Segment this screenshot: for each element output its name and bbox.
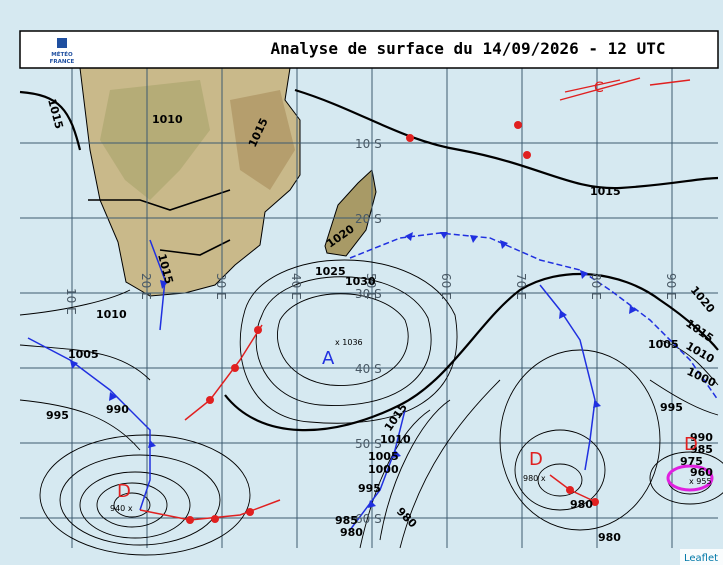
fronts bbox=[27, 77, 719, 531]
isobar-label: 1020 bbox=[688, 284, 718, 316]
header-box bbox=[19, 30, 719, 69]
isobar-label: 985 bbox=[335, 514, 358, 527]
isobar-label: 1030 bbox=[345, 275, 376, 288]
center-value: x 955 bbox=[689, 477, 712, 486]
isobar-label: 1000 bbox=[685, 365, 719, 390]
isobar-label: 1015 bbox=[382, 401, 410, 434]
isobar-label: 1005 bbox=[368, 450, 399, 463]
front-occluded bbox=[666, 464, 714, 492]
isobar-label: 1010 bbox=[152, 113, 183, 126]
lon-label: 20 E bbox=[139, 273, 153, 300]
front-label: C bbox=[594, 80, 604, 96]
logo-text: FRANCE bbox=[50, 59, 75, 65]
lon-label: 60 E bbox=[439, 273, 453, 300]
isobar-label: 990 bbox=[690, 431, 713, 444]
lon-label: 10 E bbox=[64, 288, 78, 315]
center-letter: D bbox=[529, 449, 543, 470]
lat-label: 40 S bbox=[355, 362, 382, 376]
lat-label: 10 S bbox=[355, 137, 382, 151]
isobar-label: 1005 bbox=[68, 348, 99, 361]
isobar-label: 1010 bbox=[380, 433, 411, 446]
attribution-box bbox=[680, 549, 723, 565]
center-value: x 1036 bbox=[335, 338, 363, 347]
attribution[interactable]: Leaflet bbox=[684, 553, 718, 564]
isobars bbox=[19, 88, 723, 556]
isobar-label: 980 bbox=[394, 505, 420, 531]
madagascar bbox=[324, 169, 377, 257]
relief bbox=[100, 80, 210, 200]
isobar-label: 1015 bbox=[590, 185, 621, 198]
lon-label: 70 E bbox=[514, 273, 528, 300]
isobar-label: 995 bbox=[46, 409, 69, 422]
isobar-label: 995 bbox=[358, 482, 381, 495]
isobar-label: 980 bbox=[570, 498, 593, 511]
isobar-label: 985 bbox=[690, 443, 713, 456]
lat-label: 30 S bbox=[355, 287, 382, 301]
isobar-label: 990 bbox=[106, 403, 129, 416]
lon-label: 30 E bbox=[214, 273, 228, 300]
isobar-label: 995 bbox=[660, 401, 683, 414]
logo-text: MÉTÉO bbox=[51, 50, 73, 58]
graticule bbox=[20, 68, 718, 548]
lon-label: 90 E bbox=[664, 273, 678, 300]
lon-label: 40 E bbox=[289, 273, 303, 300]
isobar-label: 1025 bbox=[315, 265, 346, 278]
center-letter: D bbox=[117, 481, 131, 502]
center-letter: A bbox=[322, 348, 335, 369]
isobar-label: 1000 bbox=[368, 463, 399, 476]
isobar-label: 1015 bbox=[45, 97, 65, 130]
center-value: 980 x bbox=[523, 474, 546, 483]
isobar-label: 1010 bbox=[96, 308, 127, 321]
title: Analyse de surface du 14/09/2026 - 12 UT… bbox=[271, 39, 666, 58]
lon-label: 50 E bbox=[364, 273, 378, 300]
isobar-label: 980 bbox=[340, 526, 363, 539]
isobar-label: 960 bbox=[690, 466, 713, 479]
isobar-label: 1005 bbox=[648, 338, 679, 351]
logo-icon bbox=[57, 38, 67, 48]
lat-label: 20 S bbox=[355, 212, 382, 226]
center-letter: D bbox=[684, 434, 698, 455]
relief bbox=[230, 90, 295, 190]
isobar-label: 975 bbox=[680, 455, 703, 468]
isobar-label: 980 bbox=[598, 531, 621, 544]
borders bbox=[88, 189, 231, 256]
lat-label: 50 S bbox=[355, 437, 382, 451]
lat-label: 60 S bbox=[355, 512, 382, 526]
lon-label: 80 E bbox=[589, 273, 603, 300]
center-value: 940 x bbox=[110, 504, 133, 513]
